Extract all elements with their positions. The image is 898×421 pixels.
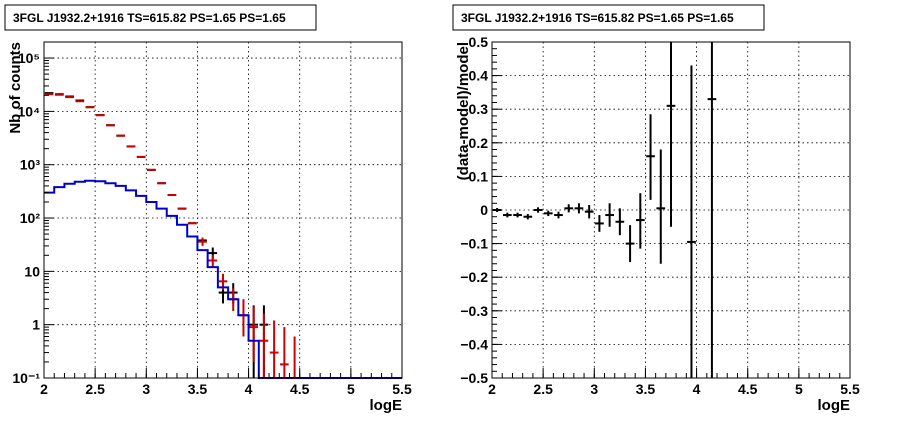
right-title: 3FGL J1932.2+1916 TS=615.82 PS=1.65 PS=1… bbox=[461, 11, 734, 25]
right-x-tick-label: 4 bbox=[693, 381, 701, 397]
right-y-tick-label: 0.1 bbox=[469, 168, 489, 184]
right-y-tick-label: 0.5 bbox=[469, 34, 489, 50]
left-y-tick-label: 10⁵ bbox=[18, 50, 40, 66]
right-y-axis-title: (data-model)/model bbox=[455, 42, 472, 180]
right-x-tick-label: 4.5 bbox=[738, 381, 758, 397]
left-y-axis-title: Nb of counts bbox=[7, 42, 24, 134]
left-ticks: 2 2.5 3 3.5 4 4.5 5 5.5 10⁻¹ 1 10 10² 10³ 10⁴ 10⁵ bbox=[12, 41, 412, 397]
right-y-tick-label: −0.2 bbox=[460, 269, 488, 285]
left-x-tick-label: 2 bbox=[40, 381, 48, 397]
left-y-tick-label: 10³ bbox=[20, 157, 41, 173]
left-title: 3FGL J1932.2+1916 TS=615.82 PS=1.65 PS=1… bbox=[13, 11, 286, 25]
left-x-tick-label: 4 bbox=[245, 381, 253, 397]
right-x-tick-label: 2 bbox=[488, 381, 496, 397]
right-x-tick-label: 5 bbox=[795, 381, 803, 397]
left-y-tick-label: 1 bbox=[32, 317, 40, 333]
left-model-histogram bbox=[44, 179, 402, 379]
right-x-tick-label: 3 bbox=[590, 381, 598, 397]
right-x-tick-label: 2.5 bbox=[533, 381, 553, 397]
left-x-tick-label: 4.5 bbox=[290, 381, 310, 397]
left-y-tick-label: 10 bbox=[24, 263, 40, 279]
right-y-tick-label: 0.2 bbox=[469, 135, 489, 151]
left-x-axis-title: logE bbox=[370, 397, 403, 414]
right-y-tick-label: 0.4 bbox=[469, 68, 489, 84]
left-grid bbox=[44, 42, 402, 378]
right-x-tick-label: 3.5 bbox=[636, 381, 656, 397]
right-x-axis-title: logE bbox=[818, 397, 851, 414]
right-ticks: 2 2.5 3 3.5 4 4.5 5 5.5 −0.5 −0.4 −0.3 −0.2 −0.1 0 0.1… bbox=[460, 34, 860, 397]
left-data-marks bbox=[44, 92, 402, 379]
right-title-box bbox=[452, 4, 765, 31]
left-plot-frame bbox=[43, 41, 403, 379]
right-y-tick-label: 0.3 bbox=[469, 101, 489, 117]
right-grid bbox=[492, 42, 850, 378]
right-data-marks bbox=[492, 42, 717, 378]
left-x-tick-label: 3 bbox=[142, 381, 150, 397]
left-y-tick-label: 10⁻¹ bbox=[12, 370, 40, 386]
left-x-tick-label: 2.5 bbox=[85, 381, 105, 397]
right-y-tick-label: −0.4 bbox=[460, 336, 488, 352]
right-y-tick-label: −0.1 bbox=[460, 236, 488, 252]
right-y-tick-label: −0.5 bbox=[460, 370, 488, 386]
left-title-box bbox=[4, 4, 317, 31]
left-x-tick-label: 5 bbox=[347, 381, 355, 397]
left-y-tick-label: 10⁴ bbox=[18, 103, 41, 119]
left-y-tick-label: 10² bbox=[20, 210, 41, 226]
left-x-tick-label: 3.5 bbox=[188, 381, 208, 397]
left-x-tick-label: 5.5 bbox=[392, 381, 412, 397]
right-x-tick-label: 5.5 bbox=[840, 381, 860, 397]
left-panel: 3FGL J1932.2+1916 TS=615.82 PS=1.65 PS=1… bbox=[4, 4, 412, 414]
right-panel: 3FGL J1932.2+1916 TS=615.82 PS=1.65 PS=1… bbox=[452, 4, 860, 414]
right-y-tick-label: −0.3 bbox=[460, 303, 488, 319]
right-y-tick-label: 0 bbox=[480, 202, 488, 218]
